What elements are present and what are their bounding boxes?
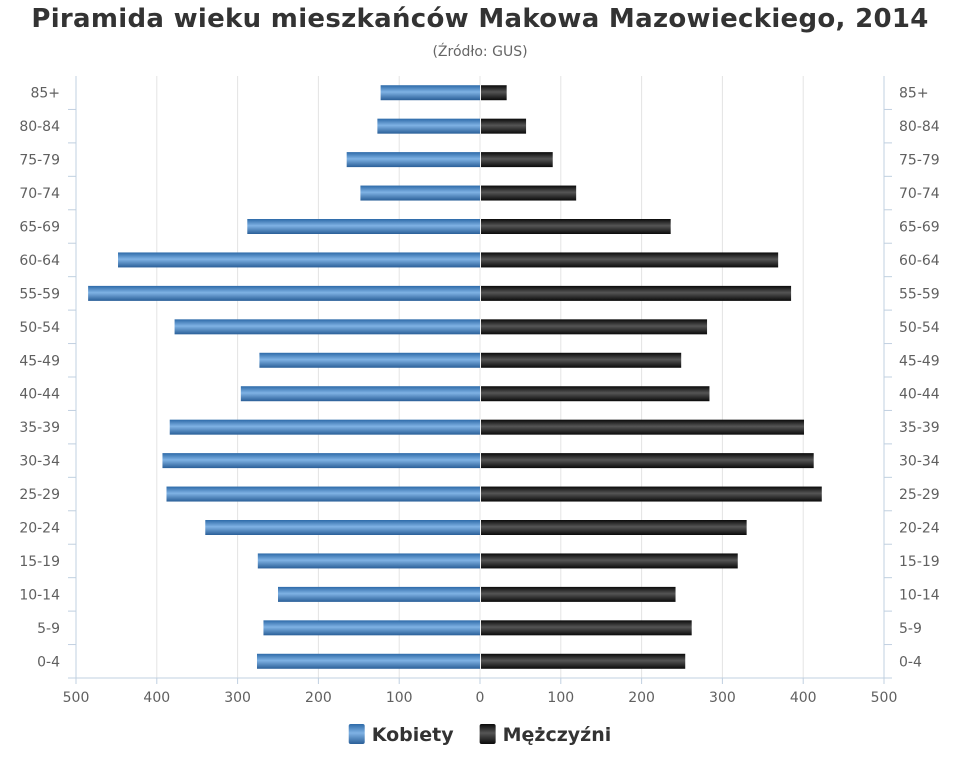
category-label-right: 75-79 [899,153,940,169]
category-label-left: 5-9 [37,621,60,637]
bar-mezczyzni [481,553,738,569]
category-label-left: 75-79 [19,153,60,169]
category-label-left: 60-64 [19,253,60,269]
bar-mezczyzni [481,285,792,301]
bar-mezczyzni [481,653,686,669]
legend-label: Mężczyźni [503,724,612,746]
x-tick-label: 400 [143,690,170,706]
bar-kobiety [169,419,480,435]
bar-kobiety [118,252,481,268]
bar-kobiety [162,453,480,469]
category-label-left: 35-39 [19,420,60,436]
category-label-left: 15-19 [19,554,60,570]
bar-mezczyzni [481,620,692,636]
category-label-left: 50-54 [19,320,60,336]
bar-kobiety [257,553,480,569]
bar-kobiety [240,386,480,402]
x-tick-label: 300 [224,690,251,706]
bar-kobiety [360,185,480,201]
bar-mezczyzni [481,219,671,234]
bar-kobiety [377,118,480,134]
chart-subtitle: (Źródło: GUS) [432,44,528,60]
bars [88,85,822,669]
category-label-right: 25-29 [899,487,940,503]
legend: Kobiety Mężczyźni [348,724,612,746]
x-tick-label: 300 [709,690,736,706]
bar-kobiety [278,586,480,602]
legend-swatch [479,724,496,744]
x-tick-label: 100 [386,690,413,706]
category-label-right: 65-69 [899,220,940,236]
bar-mezczyzni [481,185,577,201]
category-label-right: 80-84 [899,119,940,135]
x-tick-label: 500 [63,690,90,706]
bar-kobiety [259,352,480,368]
axes [68,76,892,684]
bar-mezczyzni [481,386,710,402]
tick-labels: 500 400 300 200 100 0 100 200 300 400 500 0-4 0-4 5-9… [19,86,939,706]
grid-lines [156,76,804,678]
category-label-left: 10-14 [19,587,60,603]
bar-mezczyzni [481,152,553,168]
bar-kobiety [380,85,480,101]
category-label-right: 15-19 [899,554,940,570]
category-label-right: 40-44 [899,387,940,403]
category-label-left: 70-74 [19,186,60,202]
category-label-left: 80-84 [19,119,60,135]
category-label-left: 55-59 [19,286,60,302]
bar-mezczyzni [481,252,779,268]
bar-kobiety [174,319,481,335]
bar-kobiety [205,520,480,535]
chart-title: Piramida wieku mieszkańców Makowa Mazowi… [31,4,929,34]
legend-swatch [348,724,365,744]
category-label-right: 70-74 [899,186,940,202]
bar-kobiety [88,285,481,301]
category-label-right: 10-14 [899,587,940,603]
x-tick-label: 200 [628,690,655,706]
category-label-left: 40-44 [19,387,60,403]
category-label-right: 35-39 [899,420,940,436]
category-label-right: 50-54 [899,320,940,336]
category-label-right: 55-59 [899,286,940,302]
bar-mezczyzni [481,118,527,134]
x-tick-label: 200 [305,690,332,706]
bar-mezczyzni [481,453,814,469]
category-label-left: 65-69 [19,220,60,236]
category-label-right: 20-24 [899,521,940,537]
x-tick-label: 0 [476,690,485,706]
bar-kobiety [256,653,480,669]
category-label-right: 85+ [899,86,929,102]
category-label-left: 25-29 [19,487,60,503]
category-label-right: 30-34 [899,454,940,470]
legend-label: Kobiety [372,724,455,746]
category-label-right: 0-4 [899,654,922,670]
category-label-right: 45-49 [899,353,940,369]
bar-kobiety [166,486,480,502]
category-label-left: 30-34 [19,454,60,470]
bar-mezczyzni [481,586,676,602]
bar-mezczyzni [481,520,747,535]
bar-kobiety [263,620,480,636]
x-tick-label: 400 [790,690,817,706]
category-label-right: 5-9 [899,621,922,637]
category-label-left: 20-24 [19,521,60,537]
bar-mezczyzni [481,486,822,502]
bar-kobiety [346,152,480,168]
category-label-left: 45-49 [19,353,60,369]
bar-kobiety [247,219,480,234]
x-tick-label: 100 [547,690,574,706]
category-label-left: 0-4 [37,654,60,670]
bar-mezczyzni [481,85,507,101]
category-label-left: 85+ [30,86,60,102]
category-label-right: 60-64 [899,253,940,269]
bar-mezczyzni [481,352,682,368]
bar-mezczyzni [481,319,708,335]
bar-mezczyzni [481,419,805,435]
x-tick-label: 500 [871,690,898,706]
